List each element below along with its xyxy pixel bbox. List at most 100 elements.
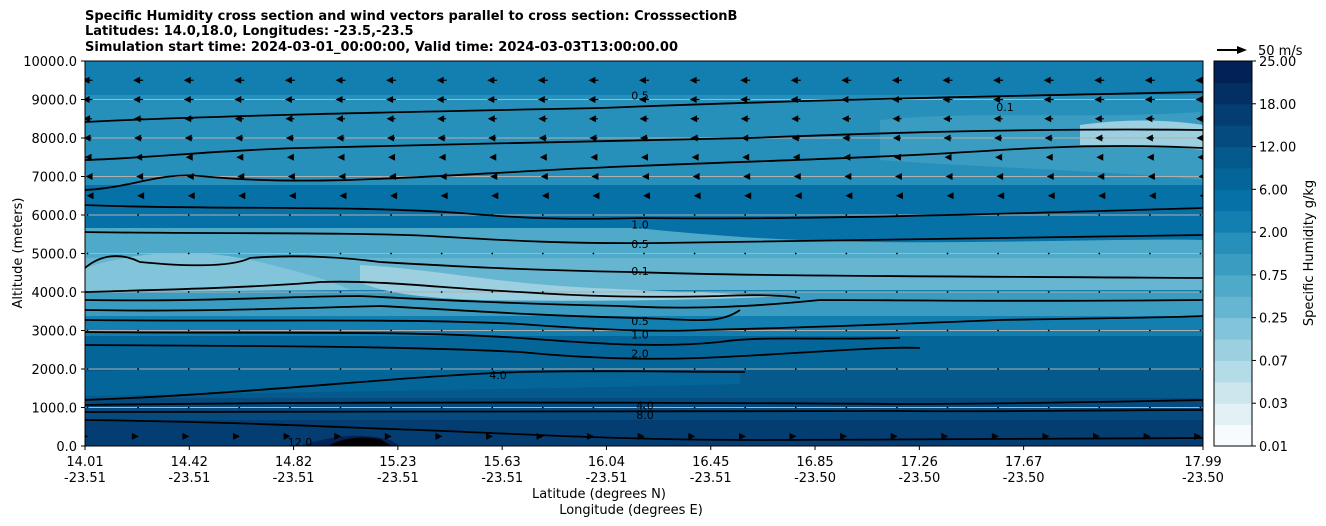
wind-reference-label: 50 m/s <box>1258 44 1303 59</box>
wind-vector-head <box>186 173 194 180</box>
wind-vector-head <box>236 153 244 161</box>
contour-line <box>85 280 801 299</box>
wind-vector-head <box>285 115 293 123</box>
x-tick-label-lon: -23.51 <box>273 471 315 486</box>
wind-vector-head <box>845 192 853 200</box>
wind-vector <box>845 329 848 332</box>
wind-reference-arrowhead <box>1237 46 1247 54</box>
wind-vector-head <box>1094 76 1102 84</box>
wind-vector-head <box>591 173 599 180</box>
wind-vector <box>288 368 291 370</box>
colorbar-tick-label: 6.00 <box>1259 183 1288 198</box>
wind-vector-head <box>789 432 797 440</box>
colorbar-label: Specific Humidity g/kg <box>1302 180 1317 326</box>
wind-vector-head <box>85 134 91 142</box>
colorbar-segment <box>1214 103 1252 126</box>
wind-vector-head <box>996 173 1004 180</box>
wind-vector-head <box>389 173 397 180</box>
y-tick-label: 0.0 <box>56 440 77 455</box>
contour-line <box>85 305 741 321</box>
wind-vector-head <box>1098 192 1106 200</box>
wind-vector-head <box>537 96 545 103</box>
wind-vector-head <box>438 153 446 161</box>
wind-vector-head <box>131 432 139 440</box>
wind-vector-head <box>943 134 951 142</box>
wind-vector <box>86 291 89 293</box>
wind-vector <box>1047 214 1050 216</box>
wind-vector-head <box>790 96 798 103</box>
wind-vector-head <box>588 96 596 103</box>
wind-vector-head <box>287 173 295 180</box>
wind-vector <box>137 329 140 332</box>
contour-label: 0.5 <box>631 90 649 103</box>
wind-vector-head <box>335 76 343 84</box>
wind-vector <box>288 214 291 216</box>
wind-vector-head <box>1145 115 1153 123</box>
wind-vector-head <box>841 115 849 123</box>
colorbar-frame <box>1213 60 1253 447</box>
wind-vector <box>541 368 544 370</box>
wind-vector-head <box>541 192 549 200</box>
wind-vector <box>1148 329 1151 332</box>
wind-vector <box>1199 214 1202 216</box>
wind-vector <box>997 214 1000 216</box>
wind-vector <box>238 214 241 216</box>
wind-vector <box>137 406 140 409</box>
wind-vector <box>744 214 747 216</box>
wind-vector-head <box>339 192 347 200</box>
wind-vector <box>1098 252 1101 255</box>
y-axis-ticks: 0.0 1000.0 2000.0 3000.0 4000.0 5000.0 6000.0 7… <box>23 55 85 455</box>
wind-vector-head <box>337 153 345 161</box>
wind-vector <box>137 252 140 255</box>
wind-vector-head <box>386 76 394 84</box>
wind-vector-head <box>85 76 90 84</box>
wind-vector-head <box>744 192 752 200</box>
wind-vector-head <box>642 173 649 180</box>
colorbar-tick-label: 0.07 <box>1259 354 1288 369</box>
wind-vector <box>187 252 190 255</box>
wind-vector-head <box>944 153 952 161</box>
wind-vector <box>187 329 190 332</box>
contour-label: 1.0 <box>631 328 649 341</box>
colorbar-segment <box>1214 424 1252 447</box>
contour-label: 12.0 <box>288 436 313 449</box>
wind-vector-head <box>133 76 141 84</box>
wind-vector-head <box>286 153 294 161</box>
wind-vector-head <box>386 115 394 123</box>
wind-vector <box>845 368 848 370</box>
wind-vector <box>592 329 595 332</box>
wind-vector-head <box>993 96 1001 103</box>
x-axis-ticks: 14.01-23.5114.42-23.5114.82-23.5115.23-2… <box>64 446 1224 486</box>
wind-vector-head <box>1146 153 1154 161</box>
wind-vector-head <box>692 173 700 180</box>
contour-line <box>85 145 1203 191</box>
wind-vector-head <box>539 153 547 161</box>
wind-vector <box>896 406 898 409</box>
wind-vector-head <box>943 115 951 123</box>
wind-vector-head <box>643 192 650 200</box>
wind-vector <box>238 291 241 293</box>
wind-vector-head <box>538 134 546 142</box>
wind-vector <box>744 368 747 370</box>
wind-vector-head <box>890 432 898 440</box>
wind-vector <box>1148 368 1151 370</box>
wind-vector <box>541 329 544 332</box>
wind-vector <box>896 291 898 293</box>
y-axis-label: Altitude (meters) <box>11 198 26 309</box>
wind-vector <box>592 368 595 370</box>
x-tick-label-lon: -23.51 <box>64 471 106 486</box>
contour-line <box>85 315 1203 332</box>
y-tick-label: 10000.0 <box>23 55 77 70</box>
colorbar-segment <box>1214 381 1252 404</box>
wind-vector-head <box>537 76 545 84</box>
wind-vector-head <box>592 192 600 200</box>
chart-title-line-2: Latitudes: 14.0,18.0, Longitudes: -23.5,… <box>85 24 414 39</box>
wind-vector-head <box>790 76 798 84</box>
wind-vector-head <box>891 96 899 103</box>
wind-vector <box>997 406 1000 409</box>
wind-vector <box>541 406 544 409</box>
wind-vector-head <box>387 134 395 142</box>
contour-label: 0.5 <box>631 238 649 251</box>
wind-vector-head <box>1144 76 1152 84</box>
